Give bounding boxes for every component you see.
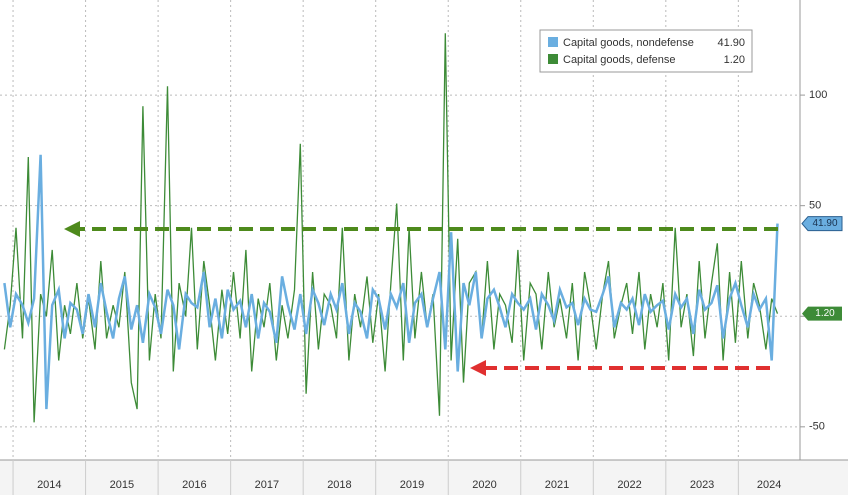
legend: Capital goods, nondefense 41.90 Capital …: [539, 29, 753, 73]
x-tick-label: 2019: [400, 479, 424, 491]
x-tick-label: 2024: [757, 479, 781, 491]
x-tick-label: 2023: [690, 479, 714, 491]
last-value-label: 1.20: [815, 308, 835, 319]
red-arrow: [470, 360, 770, 376]
x-axis-band: [0, 460, 848, 495]
series-line: [3, 154, 779, 410]
series-line: [3, 33, 779, 423]
last-value-tag: [802, 306, 842, 321]
x-tick-label: 2015: [110, 479, 134, 491]
x-tick-label: 2018: [327, 479, 351, 491]
x-tick-label: 2020: [472, 479, 496, 491]
legend-box: [539, 29, 753, 73]
legend-label: Capital goods, nondefense: [563, 37, 694, 49]
legend-swatch: [548, 37, 558, 47]
legend-label: Capital goods, defense: [563, 54, 676, 66]
y-tick-label: 50: [809, 200, 821, 212]
y-tick-label: -50: [809, 421, 825, 433]
last-value-tag: [801, 216, 843, 232]
x-tick-label: 2021: [545, 479, 569, 491]
legend-swatch: [548, 54, 558, 64]
green-arrow: [64, 221, 778, 237]
last-value-label: 41.90: [812, 218, 837, 229]
legend-value: 1.20: [724, 54, 745, 66]
x-tick-label: 2022: [617, 479, 641, 491]
legend-value: 41.90: [717, 37, 745, 49]
x-tick-label: 2017: [255, 479, 279, 491]
y-tick-label: 100: [809, 89, 827, 101]
x-tick-label: 2014: [37, 479, 61, 491]
x-tick-label: 2016: [182, 479, 206, 491]
